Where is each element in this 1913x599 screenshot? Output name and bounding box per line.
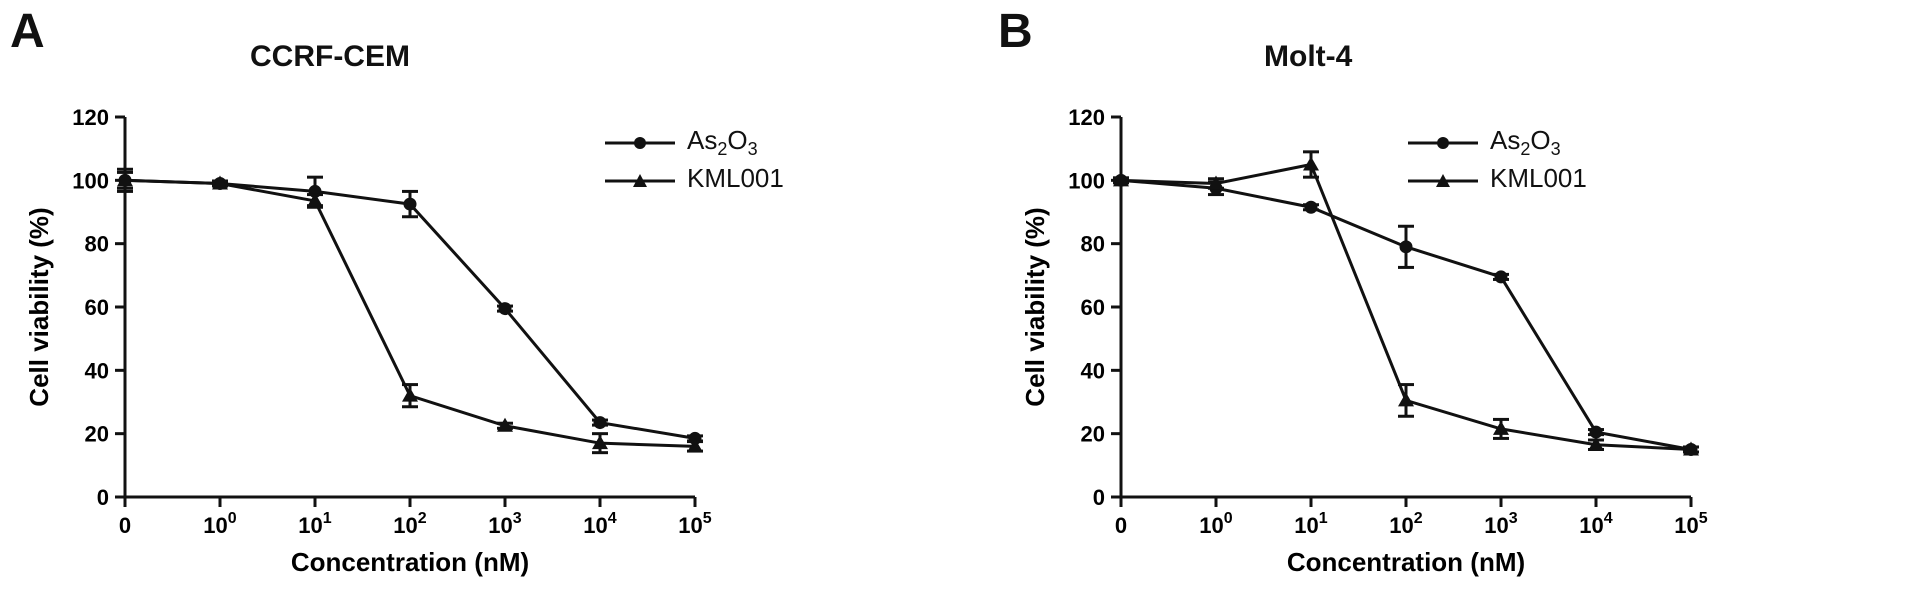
x-tick-label: 102 <box>1389 510 1422 538</box>
panel-b: B Molt-4 0 20 40 60 80 100 120 0 100 101 102 103 104… <box>996 0 1913 599</box>
x-tick-label: 104 <box>583 510 616 538</box>
x-tick-label: 104 <box>1579 510 1612 538</box>
data-point-circle <box>498 302 512 316</box>
y-tick-label: 40 <box>85 358 109 383</box>
data-point-triangle <box>402 387 418 402</box>
chart-area: 0 20 40 60 80 100 120 0 100 101 102 103 104 105 Concen… <box>24 105 712 577</box>
data-point-triangle <box>1113 172 1129 187</box>
data-point-circle <box>1589 425 1603 439</box>
x-axis-title: Concentration (nM) <box>1287 547 1525 577</box>
data-point-triangle <box>592 435 608 450</box>
data-point-triangle <box>1303 156 1319 171</box>
y-tick-label: 80 <box>85 232 109 257</box>
data-point-circle <box>593 416 607 430</box>
x-tick-label: 103 <box>1484 510 1517 538</box>
data-point-triangle <box>1588 436 1604 451</box>
x-axis-title: Concentration (nM) <box>291 547 529 577</box>
data-point-circle <box>1399 240 1413 254</box>
legend-item-kml001: KML001 <box>1408 163 1628 201</box>
x-tick-label: 100 <box>1199 510 1232 538</box>
x-tick-label: 102 <box>393 510 426 538</box>
y-axis-title: Cell viability (%) <box>24 207 54 406</box>
y-tick-label: 100 <box>72 168 109 193</box>
legend-label: KML001 <box>1490 163 1587 193</box>
y-tick-label: 0 <box>97 485 109 510</box>
panel-letter: B <box>998 5 1033 58</box>
chart-title: CCRF-CEM <box>250 40 410 73</box>
y-tick-label: 40 <box>1081 358 1105 383</box>
data-point-circle <box>1304 200 1318 214</box>
panel-a: A CCRF-CEM 0 20 40 60 80 100 120 0 100 101 102 103 1… <box>0 0 956 599</box>
legend-circle-marker <box>605 137 675 149</box>
legend-item-as2o3: As2O3 <box>605 125 825 163</box>
y-tick-label: 20 <box>85 422 109 447</box>
data-point-triangle <box>307 192 323 207</box>
legend-triangle-marker <box>1408 174 1478 187</box>
data-point-triangle <box>497 417 513 432</box>
legend-item-as2o3: As2O3 <box>1408 125 1628 163</box>
y-tick-label: 120 <box>72 105 109 130</box>
data-point-triangle <box>1208 175 1224 190</box>
x-tick-label: 101 <box>1294 510 1327 538</box>
y-tick-label: 20 <box>1081 422 1105 447</box>
legend-label: KML001 <box>687 163 784 193</box>
chart-area: 0 20 40 60 80 100 120 0 100 101 102 103 104 105 Concen… <box>1020 105 1708 577</box>
x-tick-label: 105 <box>1674 510 1707 538</box>
x-tick-label: 105 <box>678 510 711 538</box>
data-point-triangle <box>1683 441 1699 456</box>
x-tick-label: 0 <box>1115 513 1127 538</box>
y-tick-label: 60 <box>85 295 109 320</box>
data-point-circle <box>1494 270 1508 284</box>
data-point-triangle <box>687 438 703 453</box>
legend-triangle-marker <box>605 174 675 187</box>
y-tick-label: 80 <box>1081 232 1105 257</box>
data-point-triangle <box>117 172 133 187</box>
x-tick-label: 103 <box>488 510 521 538</box>
legend-circle-marker <box>1408 137 1478 149</box>
legend-label: As2O3 <box>1490 125 1561 160</box>
x-tick-label: 101 <box>298 510 331 538</box>
y-axis-title: Cell viability (%) <box>1020 207 1050 406</box>
panel-letter: A <box>10 5 45 58</box>
y-tick-label: 0 <box>1093 485 1105 510</box>
legend-item-kml001: KML001 <box>605 163 825 201</box>
data-point-triangle <box>1493 420 1509 435</box>
legend: As2O3 KML001 <box>1408 125 1628 201</box>
data-point-triangle <box>1398 392 1414 407</box>
legend-label: As2O3 <box>687 125 758 160</box>
y-tick-label: 100 <box>1068 168 1105 193</box>
chart-title: Molt-4 <box>1264 40 1353 73</box>
data-point-triangle <box>212 175 228 190</box>
x-tick-label: 100 <box>203 510 236 538</box>
data-point-circle <box>403 197 417 211</box>
legend: As2O3 KML001 <box>605 125 825 201</box>
y-tick-label: 120 <box>1068 105 1105 130</box>
y-tick-label: 60 <box>1081 295 1105 320</box>
x-tick-label: 0 <box>119 513 131 538</box>
